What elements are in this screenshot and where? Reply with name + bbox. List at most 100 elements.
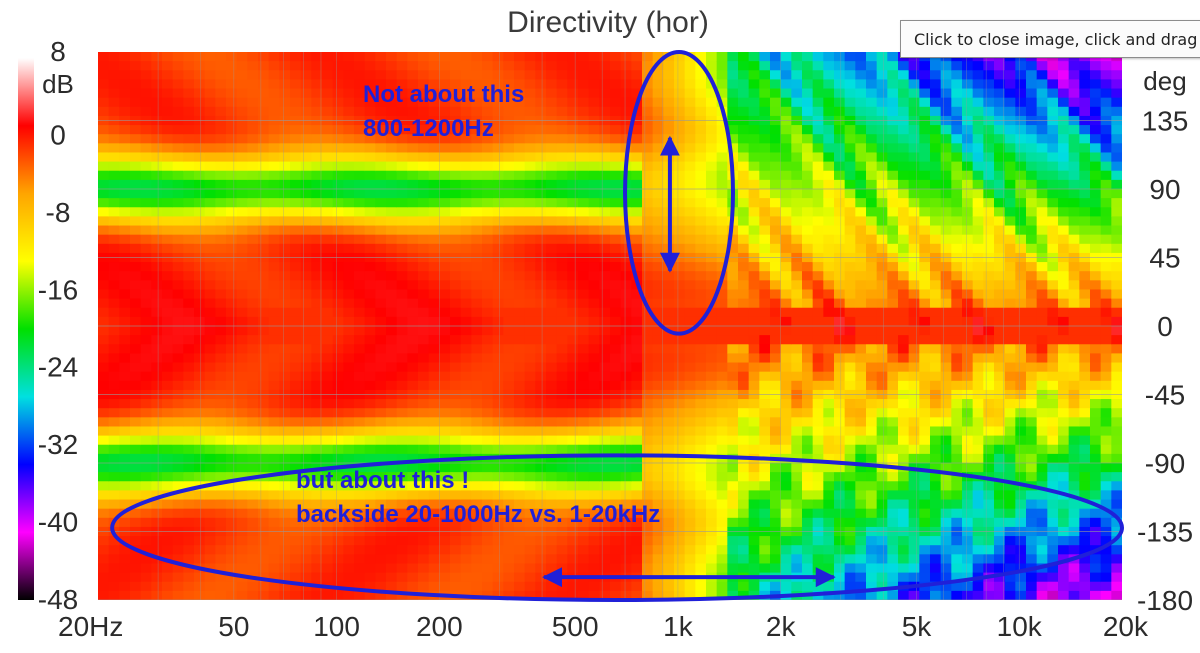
heatmap-cell: [268, 52, 280, 62]
heatmap-cell: [204, 444, 216, 455]
heatmap-cell: [844, 499, 856, 510]
heatmap-cell: [588, 335, 600, 345]
heatmap-cell: [215, 88, 227, 99]
heatmap-cell: [98, 52, 110, 62]
heatmap-cell: [322, 243, 334, 254]
heatmap-cell: [258, 134, 270, 144]
heatmap-cell: [812, 490, 824, 501]
heatmap-cell: [482, 143, 494, 154]
heatmap-cell: [930, 134, 942, 144]
heatmap-cell: [258, 143, 270, 154]
heatmap-cell: [599, 426, 611, 437]
heatmap-cell: [940, 463, 952, 473]
heatmap-cell: [567, 125, 579, 135]
heatmap-cell: [514, 426, 526, 437]
heatmap-cell: [567, 280, 579, 291]
heatmap-cell: [546, 225, 558, 236]
heatmap-cell: [738, 417, 750, 428]
heatmap-cell: [386, 472, 398, 482]
heatmap-cell: [908, 243, 920, 254]
heatmap-cell: [759, 444, 771, 455]
heatmap-cell: [674, 536, 686, 546]
heatmap-cell: [268, 399, 280, 409]
heatmap-cell: [236, 79, 248, 90]
heatmap-cell: [652, 298, 664, 309]
heatmap-cell: [716, 298, 728, 309]
heatmap-cell: [98, 426, 110, 437]
heatmap-cell: [738, 536, 750, 546]
heatmap-cell: [610, 490, 622, 501]
heatmap-cell: [407, 134, 419, 144]
heatmap-cell: [236, 307, 248, 318]
heatmap-cell: [930, 444, 942, 455]
heatmap-cell: [332, 472, 344, 482]
heatmap-cell: [791, 189, 803, 199]
heatmap-cell: [674, 517, 686, 528]
heatmap-cell: [236, 380, 248, 391]
heatmap-cell: [887, 536, 899, 546]
heatmap-cell: [802, 52, 814, 62]
heatmap-cell: [450, 152, 462, 163]
heatmap-cell: [524, 472, 536, 482]
heatmap-cell: [834, 271, 846, 281]
heatmap-cell: [151, 453, 163, 464]
heatmap-cell: [428, 472, 440, 482]
heatmap-cell: [642, 307, 654, 318]
heatmap-cell: [866, 362, 878, 373]
heatmap-cell: [524, 444, 536, 455]
heatmap-cell: [322, 307, 334, 318]
heatmap-cell: [940, 472, 952, 482]
heatmap-cell: [716, 307, 728, 318]
heatmap-cell: [770, 79, 782, 90]
heatmap-cell: [108, 426, 120, 437]
heatmap-cell: [524, 207, 536, 217]
heatmap-cell: [930, 243, 942, 254]
heatmap-cell: [770, 225, 782, 236]
heatmap-cell: [898, 517, 910, 528]
heatmap-cell: [940, 106, 952, 117]
heatmap-cell: [727, 271, 739, 281]
heatmap-cell: [364, 380, 376, 391]
heatmap-cell: [791, 198, 803, 208]
heatmap-cell: [396, 161, 408, 172]
heatmap-cell: [407, 179, 419, 190]
heatmap-cell: [386, 371, 398, 382]
heatmap-cell: [482, 298, 494, 309]
heatmap-cell: [119, 481, 131, 491]
heatmap-cell: [663, 499, 675, 510]
heatmap-cell: [247, 581, 259, 592]
heatmap-cell: [930, 106, 942, 117]
heatmap-cell: [556, 316, 568, 327]
heatmap-cell: [375, 198, 387, 208]
heatmap-cell: [546, 490, 558, 501]
heatmap-cell: [172, 572, 184, 583]
heatmap-cell: [652, 134, 664, 144]
heatmap-cell: [450, 326, 462, 336]
heatmap-cell: [780, 216, 792, 227]
heatmap-cell: [620, 353, 632, 364]
heatmap-cell: [802, 88, 814, 99]
heatmap-cell: [866, 326, 878, 336]
heatmap-cell: [844, 344, 856, 354]
heatmap-cell: [674, 545, 686, 555]
heatmap-cell: [364, 417, 376, 428]
heatmap-cell: [354, 590, 366, 600]
heatmap-cell: [695, 88, 707, 99]
heatmap-cell: [204, 52, 216, 62]
heatmap-cell: [876, 371, 888, 382]
heatmap-cell: [108, 161, 120, 172]
heatmap-cell: [738, 326, 750, 336]
heatmap-cell: [439, 362, 451, 373]
heatmap-cell: [514, 316, 526, 327]
heatmap-cell: [343, 316, 355, 327]
heatmap-cell: [834, 371, 846, 382]
heatmap-cell: [151, 581, 163, 592]
heatmap-cell: [759, 326, 771, 336]
heatmap-cell: [258, 362, 270, 373]
heatmap-cell: [258, 481, 270, 491]
heatmap-cell: [300, 152, 312, 163]
heatmap-cell: [300, 463, 312, 473]
heatmap-cell: [962, 143, 974, 154]
heatmap-cell: [162, 61, 174, 71]
heatmap-cell: [631, 88, 643, 99]
